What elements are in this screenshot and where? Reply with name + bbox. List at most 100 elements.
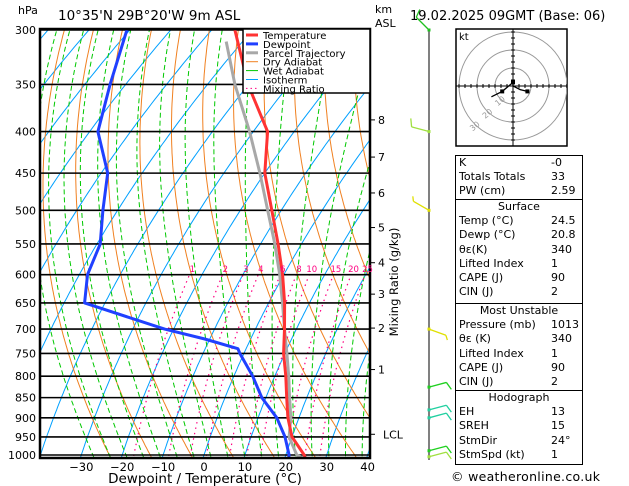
pressure-label: 900 [15, 412, 36, 425]
wind-barb [428, 404, 447, 411]
wind-barb-point [427, 385, 431, 389]
dry-adiabat-line [293, 29, 370, 355]
most-unstable-panel: Most Unstable Pressure (mb) 1013 θε (K) 340… [455, 303, 583, 391]
mixing-ratio-label: 3 [243, 265, 248, 275]
isotherm-line [40, 29, 295, 458]
dewpoint-line [83, 29, 291, 458]
pressure-unit: hPa [18, 4, 38, 17]
pressure-label: 300 [15, 24, 36, 37]
dry-adiabat-line [42, 29, 112, 458]
pressure-label: 650 [15, 297, 36, 310]
wet-adiabat-line [136, 29, 195, 458]
km-tick-label: 7 [378, 151, 385, 164]
wind-barb-flag [445, 404, 452, 413]
wet-adiabat-line [310, 47, 370, 458]
most-unstable-title: Most Unstable [479, 304, 559, 317]
value: 1 [551, 256, 558, 270]
mixing-ratio-line [245, 274, 297, 458]
hodograph-point [511, 80, 515, 85]
dry-adiabat-line [583, 6, 629, 473]
surface-row: Lifted Index 1 [456, 257, 582, 271]
label: StmDir [459, 433, 498, 447]
wind-barb-flag [415, 9, 421, 18]
value: 340 [551, 332, 572, 346]
temperature-tick-label: 10 [238, 460, 253, 474]
wet-adiabat-line [79, 29, 145, 458]
temperature-tick-label: 40 [360, 460, 375, 474]
value: 340 [551, 242, 572, 256]
temperature-tick-label: 30 [319, 460, 334, 474]
wind-barb-flag [445, 412, 452, 421]
km-tick-label: 1 [378, 364, 385, 377]
wind-barb-point [427, 408, 431, 412]
wind-barb-flag [445, 335, 448, 341]
most-unstable-row: θε (K) 340 [456, 332, 582, 346]
label: CAPE (J) [459, 360, 504, 374]
temperature-tick-label: 20 [278, 460, 293, 474]
isotherm-line [40, 29, 255, 354]
surface-panel: Surface Temp (°C) 24.5 Dewp (°C) 20.8 θε(K) 3… [455, 199, 583, 304]
mixing-ratio-label: 8 [296, 265, 301, 275]
temperature-tick-label: −10 [151, 460, 175, 474]
value: 1 [551, 346, 558, 360]
dry-adiabat-line [107, 29, 194, 458]
temperature-tick-label: 0 [200, 460, 207, 474]
isotherm-line [243, 198, 370, 458]
wet-adiabat-line [40, 29, 95, 458]
mixing-ratio-line [285, 274, 334, 458]
hodograph-point [500, 89, 505, 94]
wet-adiabat-line [328, 159, 370, 458]
mixing-ratio-line [132, 274, 191, 458]
wind-barb [415, 16, 430, 31]
value: 2.59 [551, 184, 576, 198]
value: 20.8 [551, 228, 576, 242]
surface-row: CIN (J) 2 [456, 285, 582, 299]
legend-item: Parcel Trajectory [263, 49, 346, 60]
mixing-ratio-line [319, 274, 366, 458]
mixing-ratio-label: 2 [223, 265, 228, 275]
most-unstable-row: Pressure (mb) 1013 [456, 318, 582, 332]
mixing-ratio-line [205, 274, 259, 458]
mixing-ratio-line [228, 274, 281, 458]
legend-item: Wet Adiabat [263, 67, 324, 78]
wet-adiabat-line [97, 29, 162, 458]
label: Pressure (mb) [459, 318, 536, 332]
pressure-label: 550 [15, 238, 36, 251]
wet-adiabat-line [345, 248, 370, 458]
dry-adiabat-line [353, 29, 370, 181]
temperature-tick-label: −20 [110, 460, 134, 474]
pressure-label: 350 [15, 78, 36, 91]
wind-barb [428, 328, 447, 336]
label: CIN (J) [459, 285, 494, 299]
surface-row: Temp (°C) 24.5 [456, 214, 582, 228]
value: 2 [551, 285, 558, 299]
pressure-label: 450 [15, 167, 36, 180]
hodograph-row: SREH 15 [456, 419, 582, 433]
dry-adiabat-line [202, 29, 317, 458]
label: CIN (J) [459, 375, 494, 389]
legend-item: Temperature [262, 31, 326, 42]
km-tick-label: 2 [378, 322, 385, 335]
isotherm-line [40, 29, 132, 145]
legend-item: Isotherm [263, 76, 307, 87]
mixing-ratio-label: 25 [362, 265, 373, 275]
wind-barbs [410, 9, 452, 460]
label: Totals Totals [459, 170, 526, 184]
wet-adiabat-line [184, 29, 229, 458]
most-unstable-row: CAPE (J) 90 [456, 361, 582, 375]
dry-adiabat-line [139, 29, 235, 458]
hodograph-row: StmSpd (kt) 1 [456, 448, 582, 462]
value: 24.5 [551, 214, 576, 228]
pressure-label: 1000 [8, 449, 36, 462]
legend-item: Dry Adiabat [263, 58, 322, 69]
wet-adiabat-line [115, 29, 178, 458]
footer-copyright: © weatheronline.co.uk [451, 469, 601, 484]
value: 13 [551, 405, 565, 419]
label: θε(K) [459, 242, 488, 256]
hodograph-title: Hodograph [488, 391, 550, 404]
axes: 1 2 3 4 6 8 10 15 20 2530035040045050055060065070… [8, 24, 404, 474]
hodograph-unit: kt [459, 32, 469, 43]
